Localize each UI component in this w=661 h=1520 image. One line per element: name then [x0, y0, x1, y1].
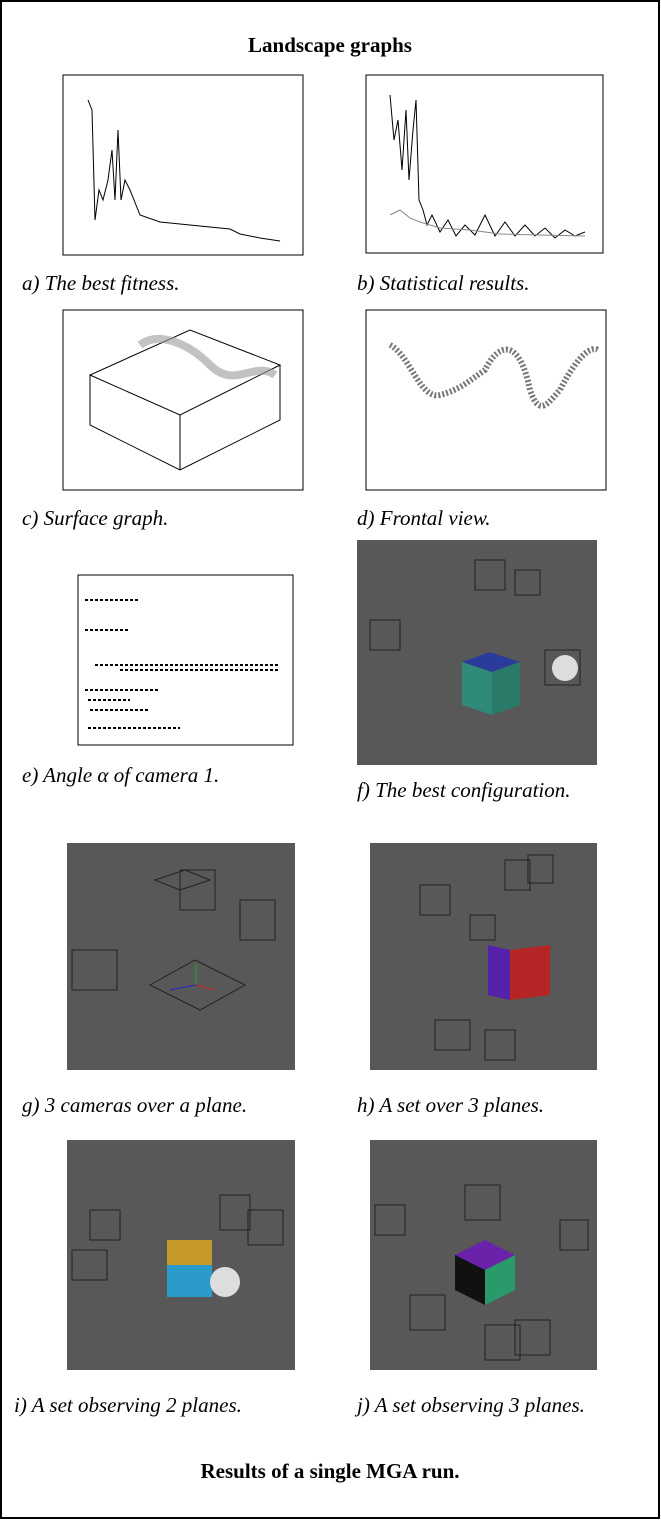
drawing — [369, 619, 401, 651]
drawing — [409, 1294, 446, 1331]
scene-h — [370, 843, 597, 1070]
drawing — [514, 1319, 551, 1356]
caption: g) 3 cameras over a plane. — [22, 1093, 247, 1117]
drawing — [148, 959, 247, 1011]
graph-b — [365, 74, 604, 254]
caption: j) A set observing 3 planes. — [354, 1393, 585, 1417]
figure-footer: Results of a single MGA run. — [200, 1459, 459, 1483]
drawing — [153, 869, 212, 891]
drawing — [434, 1019, 471, 1051]
drawing — [455, 1255, 485, 1305]
caption: c) Surface graph. — [22, 506, 168, 530]
caption: i) A set observing 2 planes. — [14, 1393, 242, 1417]
scene-i — [67, 1140, 295, 1370]
drawing — [559, 1219, 589, 1251]
caption: f) The best configuration. — [357, 778, 571, 802]
drawing — [492, 662, 520, 715]
drawing — [239, 899, 276, 941]
caption: d) Frontal view. — [357, 506, 491, 530]
graph-e — [77, 574, 294, 746]
drawing — [67, 843, 295, 1070]
drawing — [219, 1194, 251, 1231]
graph-d — [365, 309, 607, 491]
drawing — [62, 74, 304, 256]
drawing — [552, 655, 578, 681]
drawing — [504, 859, 531, 891]
graph-c — [62, 309, 304, 491]
caption: b) Statistical results. — [357, 271, 529, 295]
drawing — [474, 559, 506, 591]
drawing — [389, 94, 586, 239]
drawing — [167, 1265, 212, 1297]
drawing — [374, 1204, 406, 1236]
drawing — [210, 1267, 240, 1297]
drawing — [484, 1324, 521, 1361]
drawing — [77, 574, 294, 746]
drawing — [462, 652, 520, 672]
drawing — [544, 649, 581, 686]
caption: e) Angle α of camera 1. — [22, 763, 219, 787]
scene-j — [370, 1140, 597, 1370]
drawing — [370, 843, 597, 1070]
drawing — [419, 884, 451, 916]
drawing — [510, 945, 550, 1000]
drawing — [469, 914, 496, 941]
figure-title: Landscape graphs — [248, 33, 412, 57]
drawing — [527, 854, 554, 884]
drawing — [514, 569, 541, 596]
drawing — [357, 540, 597, 765]
drawing — [488, 945, 510, 1000]
drawing — [462, 662, 492, 715]
drawing — [195, 984, 216, 991]
drawing — [62, 309, 304, 491]
drawing — [87, 99, 281, 242]
drawing — [89, 1209, 121, 1241]
drawing — [464, 1184, 501, 1221]
drawing — [485, 1255, 515, 1305]
drawing — [137, 334, 278, 380]
scene-f — [357, 540, 597, 765]
scene-g — [67, 843, 295, 1070]
caption: a) The best fitness. — [22, 271, 180, 295]
drawing — [365, 309, 607, 491]
drawing — [247, 1209, 284, 1246]
drawing — [71, 949, 118, 991]
drawing — [71, 1249, 108, 1281]
drawing — [388, 342, 600, 409]
drawing — [365, 74, 604, 254]
drawing — [85, 599, 280, 729]
caption: h) A set over 3 planes. — [357, 1093, 544, 1117]
drawing — [389, 209, 586, 237]
graph-a — [62, 74, 304, 256]
drawing — [179, 869, 216, 911]
drawing — [169, 984, 197, 991]
drawing — [167, 1240, 212, 1265]
drawing — [484, 1029, 516, 1061]
